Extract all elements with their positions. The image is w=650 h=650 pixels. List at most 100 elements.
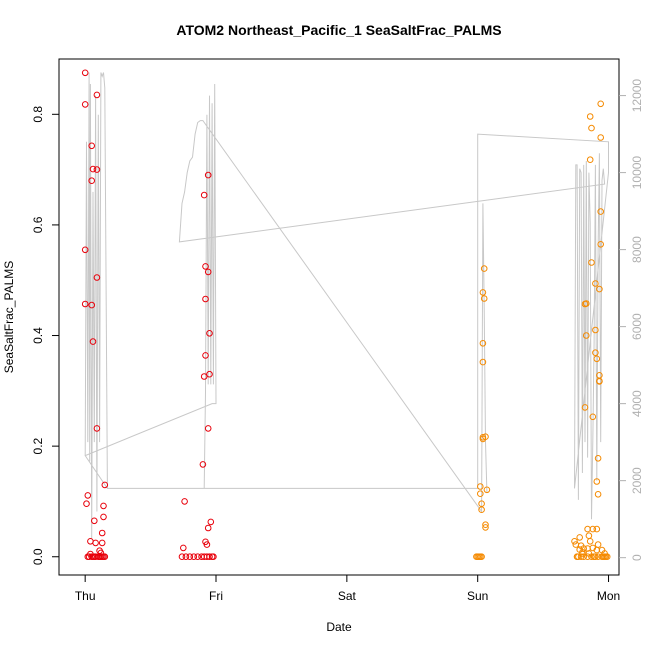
data-point-orange bbox=[580, 545, 588, 552]
data-point-red bbox=[81, 101, 89, 108]
data-point-red bbox=[181, 498, 188, 505]
y2-tick-label: 4000 bbox=[630, 390, 644, 417]
data-point-red bbox=[203, 541, 211, 548]
data-point-orange bbox=[597, 134, 605, 141]
data-point-orange bbox=[479, 358, 487, 366]
data-point-orange bbox=[598, 546, 606, 554]
data-point-red bbox=[202, 295, 209, 303]
data-point-red bbox=[203, 553, 211, 561]
data-point-red bbox=[93, 91, 101, 99]
data-point-red bbox=[98, 529, 106, 537]
data-point-orange bbox=[583, 332, 590, 339]
data-point-red bbox=[204, 268, 212, 276]
data-point-red bbox=[178, 553, 186, 561]
data-point-orange bbox=[586, 538, 594, 545]
y2-tick-label: 8000 bbox=[630, 236, 644, 263]
data-point-red bbox=[186, 553, 194, 561]
data-point-red bbox=[84, 492, 92, 499]
data-point-red bbox=[98, 539, 106, 547]
y2-tick-label: 12000 bbox=[630, 79, 644, 113]
data-point-red bbox=[88, 301, 95, 309]
data-point-red bbox=[204, 425, 212, 432]
data-point-orange bbox=[477, 483, 484, 490]
data-point-red bbox=[101, 481, 109, 489]
data-point-orange bbox=[580, 553, 588, 561]
data-point-orange bbox=[576, 534, 584, 541]
y2-tick-label: 10000 bbox=[630, 156, 644, 190]
data-point-orange bbox=[593, 355, 601, 363]
data-point-red bbox=[88, 177, 95, 184]
data-point-red bbox=[200, 553, 208, 561]
data-point-orange bbox=[588, 124, 595, 132]
y-tick-label: 0.0 bbox=[31, 548, 45, 565]
data-point-red bbox=[97, 549, 105, 557]
data-point-red bbox=[199, 461, 207, 468]
data-point-orange bbox=[482, 524, 489, 531]
data-point-red bbox=[91, 517, 98, 525]
x-tick-label: Fri bbox=[209, 589, 223, 603]
data-point-orange bbox=[594, 491, 602, 498]
data-point-orange bbox=[478, 553, 485, 561]
chart-title: ATOM2 Northeast_Pacific_1 SeaSaltFrac_PA… bbox=[176, 22, 501, 38]
y-tick-label: 0.4 bbox=[31, 327, 45, 344]
data-point-red bbox=[206, 370, 213, 378]
data-point-orange bbox=[478, 506, 485, 514]
data-point-orange bbox=[592, 553, 599, 561]
altitude-line-layer bbox=[84, 72, 609, 539]
data-point-orange bbox=[482, 433, 489, 441]
data-point-red bbox=[81, 246, 89, 254]
data-point-red bbox=[190, 553, 198, 561]
data-point-red bbox=[96, 553, 103, 561]
y2-tick-label: 2000 bbox=[630, 467, 644, 494]
data-point-red bbox=[204, 524, 212, 532]
data-point-orange bbox=[479, 434, 487, 441]
y-tick-label: 0.2 bbox=[31, 437, 45, 454]
altitude-line bbox=[84, 72, 609, 539]
data-point-orange bbox=[573, 553, 581, 561]
data-point-orange bbox=[603, 553, 611, 561]
data-point-orange bbox=[585, 532, 593, 540]
data-point-red bbox=[210, 553, 217, 561]
data-point-orange bbox=[483, 486, 491, 494]
data-point-orange bbox=[592, 326, 599, 334]
data-point-red bbox=[206, 330, 213, 337]
data-point-orange bbox=[593, 478, 601, 485]
y-tick-label: 0.8 bbox=[31, 106, 45, 123]
data-point-orange bbox=[597, 100, 605, 108]
data-point-red bbox=[207, 518, 215, 526]
data-point-orange bbox=[594, 455, 602, 462]
y2-tick-label: 6000 bbox=[630, 313, 644, 340]
axes-layer: Thu Fri Sat Sun Mon 0.0 0.2 0.4 0.6 0.8 0 2000 4000 6… bbox=[31, 79, 644, 603]
data-point-orange bbox=[581, 404, 589, 411]
data-point-red bbox=[92, 539, 99, 547]
data-point-orange bbox=[571, 538, 578, 545]
data-point-red bbox=[182, 553, 190, 561]
data-point-red bbox=[93, 425, 101, 432]
data-point-orange bbox=[584, 553, 591, 561]
points-layer bbox=[81, 69, 611, 561]
data-point-red bbox=[89, 165, 97, 173]
data-point-orange bbox=[601, 553, 608, 561]
data-point-red bbox=[100, 513, 107, 521]
data-point-orange bbox=[597, 208, 605, 215]
data-point-red bbox=[81, 69, 89, 77]
data-point-orange bbox=[479, 340, 487, 347]
data-point-orange bbox=[586, 156, 594, 163]
data-point-red bbox=[194, 553, 201, 561]
data-point-red bbox=[83, 500, 90, 508]
data-point-orange bbox=[594, 553, 602, 561]
data-point-orange bbox=[482, 521, 489, 529]
data-point-red bbox=[93, 166, 101, 173]
data-point-red bbox=[202, 263, 209, 270]
data-point-orange bbox=[479, 289, 487, 296]
data-point-orange bbox=[588, 553, 595, 561]
data-point-orange bbox=[480, 265, 488, 272]
data-point-orange bbox=[480, 295, 488, 302]
x-tick-label: Sat bbox=[338, 589, 357, 603]
data-point-red bbox=[200, 373, 208, 380]
x-tick-label: Sun bbox=[467, 589, 488, 603]
data-point-orange bbox=[477, 490, 484, 498]
x-tick-label: Mon bbox=[597, 589, 620, 603]
data-point-orange bbox=[583, 300, 590, 307]
